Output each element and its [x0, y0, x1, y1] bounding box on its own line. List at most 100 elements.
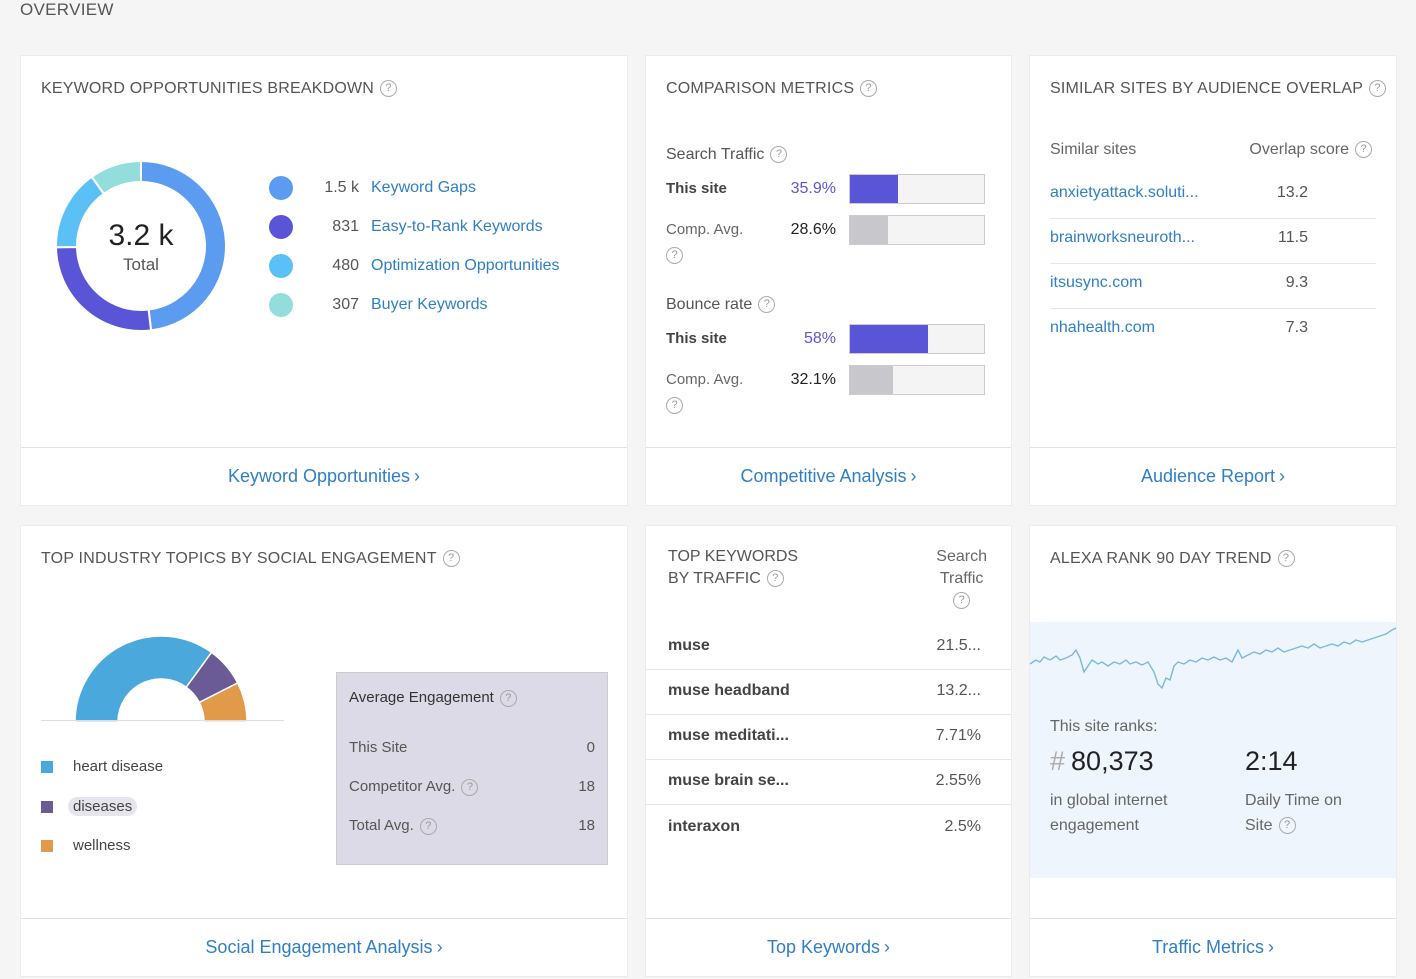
trend-line: [1030, 627, 1396, 690]
chevron-right-icon: ›: [884, 937, 891, 957]
card-title: TOP KEYWORDS BY TRAFFIC?: [668, 548, 799, 588]
social-engagement-footer-link[interactable]: Social Engagement Analysis ›: [21, 918, 627, 976]
similar-site-row[interactable]: nhahealth.com 7.3: [1050, 309, 1376, 354]
card-title: KEYWORD OPPORTUNITIES BREAKDOWN?: [41, 80, 398, 98]
help-icon[interactable]: ?: [770, 146, 788, 164]
comp-avg-value: 32.1%: [790, 371, 836, 388]
help-icon[interactable]: ?: [860, 80, 878, 98]
hash-icon: #: [1050, 746, 1066, 776]
legend-row-keyword-gaps[interactable]: 1.5 k Keyword Gaps: [269, 176, 476, 200]
global-rank: #80,373: [1050, 746, 1154, 776]
engagement-title: Average Engagement?: [349, 689, 517, 707]
rank-caption: in global internet engagement: [1050, 792, 1168, 834]
topic-legend-diseases[interactable]: diseases: [41, 797, 138, 816]
buyer-keywords-link[interactable]: Buyer Keywords: [371, 296, 488, 313]
optimization-link[interactable]: Optimization Opportunities: [371, 257, 560, 274]
keyword-row[interactable]: muse headband 13.2...: [646, 670, 1011, 715]
average-engagement-box: Average Engagement? This Site 0 Competito…: [336, 672, 608, 865]
topics-half-donut-chart: [74, 635, 248, 722]
keyword-row[interactable]: muse meditati... 7.71%: [646, 715, 1011, 760]
help-icon[interactable]: ?: [1277, 550, 1295, 568]
this-site-value: 35.9%: [790, 180, 836, 197]
daily-time-caption: Daily Time on Site?: [1245, 792, 1342, 835]
bar-fill: [850, 216, 889, 244]
engagement-row-this-site: This Site 0: [349, 739, 595, 756]
help-icon[interactable]: ?: [442, 550, 460, 568]
topic-slice[interactable]: [198, 681, 248, 722]
help-icon[interactable]: ?: [499, 689, 517, 707]
legend-dot: [269, 176, 293, 200]
help-icon[interactable]: ?: [380, 80, 398, 98]
help-icon[interactable]: ?: [1369, 80, 1387, 98]
help-icon[interactable]: ?: [1355, 141, 1372, 159]
card-title: SIMILAR SITES BY AUDIENCE OVERLAP?: [1050, 80, 1387, 98]
competitive-analysis-footer-link[interactable]: Competitive Analysis ›: [646, 447, 1011, 505]
keyword-row[interactable]: interaxon 2.5%: [668, 818, 981, 835]
this-site-label: This site: [666, 330, 727, 347]
top-keywords-card: TOP KEYWORDS BY TRAFFIC? Search Traffic …: [645, 525, 1012, 977]
chevron-right-icon: ›: [436, 937, 443, 957]
card-title: COMPARISON METRICS?: [666, 80, 878, 98]
social-engagement-card: TOP INDUSTRY TOPICS BY SOCIAL ENGAGEMENT…: [20, 525, 628, 977]
engagement-row-competitor: Competitor Avg.? 18: [349, 778, 595, 796]
search-traffic-label: Search Traffic?: [666, 146, 788, 164]
help-icon[interactable]: ?: [1278, 817, 1296, 835]
legend-swatch: [41, 839, 53, 852]
top-keywords-footer-link[interactable]: Top Keywords ›: [646, 918, 1011, 976]
col-header-similar-sites: Similar sites: [1050, 141, 1137, 158]
keyword-donut-chart: [54, 159, 227, 332]
audience-report-footer-link[interactable]: Audience Report ›: [1030, 447, 1396, 505]
chevron-right-icon: ›: [1268, 937, 1274, 957]
legend-swatch: [41, 760, 53, 773]
similar-sites-card: SIMILAR SITES BY AUDIENCE OVERLAP? Simil…: [1029, 55, 1397, 506]
help-icon[interactable]: ?: [419, 817, 437, 835]
help-icon[interactable]: ?: [953, 592, 971, 610]
similar-site-link[interactable]: nhahealth.com: [1050, 319, 1155, 336]
topic-legend-wellness[interactable]: wellness: [41, 837, 131, 854]
help-icon[interactable]: ?: [758, 296, 776, 314]
help-icon[interactable]: ?: [461, 778, 479, 796]
legend-dot: [269, 254, 293, 278]
keyword-opportunities-footer-link[interactable]: Keyword Opportunities ›: [21, 447, 627, 505]
alexa-rank-card: ALEXA RANK 90 DAY TREND? This site ranks…: [1029, 525, 1397, 977]
similar-site-row[interactable]: itsusync.com 9.3: [1050, 264, 1376, 309]
similar-site-row[interactable]: brainworksneuroth... 11.5: [1050, 219, 1376, 264]
similar-site-link[interactable]: anxietyattack.soluti...: [1050, 184, 1199, 201]
traffic-metrics-footer-link[interactable]: Traffic Metrics ›: [1030, 918, 1396, 976]
bounce-rate-this-bar: [849, 324, 985, 354]
search-traffic-this-bar: [849, 174, 985, 204]
keyword-gaps-link[interactable]: Keyword Gaps: [371, 179, 476, 196]
similar-site-row[interactable]: anxietyattack.soluti... 13.2: [1050, 174, 1376, 219]
easy-to-rank-link[interactable]: Easy-to-Rank Keywords: [371, 218, 543, 235]
card-title: ALEXA RANK 90 DAY TREND?: [1050, 550, 1295, 568]
legend-row-optimization[interactable]: 480 Optimization Opportunities: [269, 254, 560, 278]
col-header-overlap-score: Overlap score?: [1249, 141, 1372, 159]
topic-legend-heart-disease[interactable]: heart disease: [41, 758, 163, 775]
help-icon[interactable]: ?: [666, 246, 683, 264]
rank-trend-area: This site ranks: #80,373 in global inter…: [1030, 622, 1396, 878]
bar-fill: [850, 175, 899, 203]
page-title: OVERVIEW: [20, 0, 114, 19]
search-traffic-comp-bar: [849, 215, 985, 245]
keyword-row[interactable]: muse brain se... 2.55%: [646, 760, 1011, 805]
legend-row-easy-to-rank[interactable]: 831 Easy-to-Rank Keywords: [269, 215, 543, 239]
chevron-right-icon: ›: [1279, 466, 1286, 486]
engagement-row-total: Total Avg.? 18: [349, 817, 595, 835]
help-icon[interactable]: ?: [766, 570, 784, 588]
donut-slice[interactable]: [90, 159, 142, 196]
card-title: TOP INDUSTRY TOPICS BY SOCIAL ENGAGEMENT…: [41, 550, 460, 568]
daily-time-value: 2:14: [1245, 746, 1298, 776]
help-icon[interactable]: ?: [666, 396, 683, 414]
bar-fill: [850, 325, 928, 353]
this-site-label: This site: [666, 180, 727, 197]
bounce-rate-label: Bounce rate?: [666, 296, 776, 314]
similar-site-link[interactable]: brainworksneuroth...: [1050, 229, 1195, 246]
legend-swatch: [41, 800, 53, 813]
donut-total-value: 3.2 k: [108, 219, 174, 252]
similar-site-link[interactable]: itsusync.com: [1050, 274, 1143, 291]
chevron-right-icon: ›: [414, 466, 421, 486]
topic-slice[interactable]: [74, 635, 213, 722]
col-header-search-traffic: Search Traffic ?: [936, 546, 987, 612]
keyword-row[interactable]: muse 21.5...: [646, 625, 1011, 670]
legend-row-buyer-keywords[interactable]: 307 Buyer Keywords: [269, 293, 488, 317]
